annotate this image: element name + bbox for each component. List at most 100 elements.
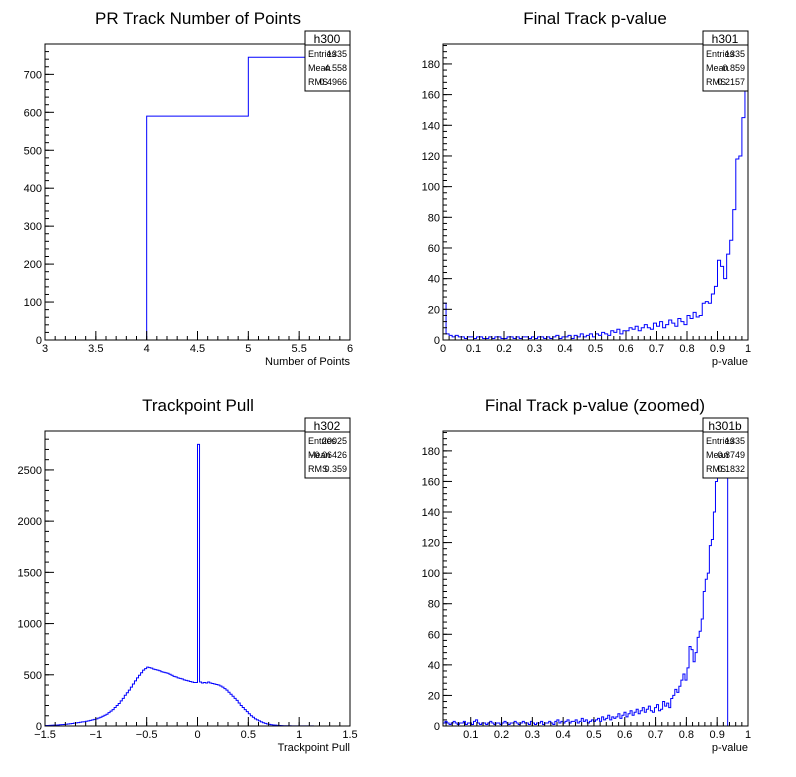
chart-title: Trackpoint Pull xyxy=(142,396,254,415)
y-tick-label: 600 xyxy=(24,107,42,119)
y-tick-label: 120 xyxy=(422,151,440,163)
stats-value-rms: 0.2157 xyxy=(717,77,745,87)
x-tick-label: 0 xyxy=(194,729,200,741)
histogram-line xyxy=(442,86,749,340)
y-tick-label: 180 xyxy=(422,446,440,458)
chart-title: Final Track p-value xyxy=(523,9,667,28)
y-tick-label: 80 xyxy=(428,212,440,224)
x-tick-label: 6 xyxy=(347,343,353,355)
y-tick-label: 500 xyxy=(24,145,42,157)
y-tick-label: 160 xyxy=(422,476,440,488)
y-tick-label: 40 xyxy=(428,274,440,286)
x-tick-label: 0.4 xyxy=(557,343,572,355)
y-tick-label: 0 xyxy=(434,721,440,733)
x-tick-label: 0.5 xyxy=(588,343,603,355)
x-tick-label: 0.8 xyxy=(679,343,694,355)
x-tick-label: 5.5 xyxy=(292,343,307,355)
chart-title: Final Track p-value (zoomed) xyxy=(485,396,705,415)
stats-value-mean: 0.859 xyxy=(722,63,745,73)
x-tick-label: 0.7 xyxy=(648,729,663,741)
x-tick-label: 1 xyxy=(745,343,751,355)
stats-value-entries: 1335 xyxy=(725,49,745,59)
stats-histogram-name: h301b xyxy=(708,419,742,433)
panel-final-track-p-value: Final Track p-value p-value 0 20 40 60 80 1 0 0… xyxy=(422,9,751,368)
y-tick-label: 140 xyxy=(422,507,440,519)
x-tick-label: 0.5 xyxy=(241,729,256,741)
stats-key-mean: Mean xyxy=(706,450,729,460)
stats-key-rms: RMS xyxy=(706,77,726,87)
stats-box-frame xyxy=(304,30,351,92)
stats-value-mean: 4.558 xyxy=(324,63,347,73)
y-tick-label: 180 xyxy=(422,59,440,71)
y-tick-label: 20 xyxy=(428,304,440,316)
stats-key-rms: RMS xyxy=(308,77,328,87)
stats-value-entries: 1335 xyxy=(327,49,347,59)
y-tick-label: 20 xyxy=(428,690,440,702)
panel-pr-track-number-of-points: PR Track Number of Points Number of Poin… xyxy=(24,9,353,368)
y-tick-label: 1000 xyxy=(18,619,42,631)
x-tick-label: 5 xyxy=(245,343,251,355)
x-tick-label: 4 xyxy=(144,343,150,355)
y-tick-label: 60 xyxy=(428,243,440,255)
stats-histogram-name: h301 xyxy=(712,32,739,46)
x-tick-label: 0.3 xyxy=(527,343,542,355)
chart-title: PR Track Number of Points xyxy=(95,9,301,28)
stats-value-rms: 0.4966 xyxy=(319,77,347,87)
stats-histogram-name: h300 xyxy=(314,32,341,46)
y-tick-label: 700 xyxy=(24,69,42,81)
y-tick-label: 60 xyxy=(428,629,440,641)
stats-box-frame xyxy=(702,30,749,92)
x-tick-label: 0.6 xyxy=(617,729,632,741)
stats-key-mean: Mean xyxy=(308,450,331,460)
y-tick-label: 500 xyxy=(24,670,42,682)
x-tick-label: 0.1 xyxy=(463,729,478,741)
stats-key-entries: Entries xyxy=(706,436,735,446)
x-tick-label: 0 xyxy=(440,343,446,355)
x-tick-label: 0.9 xyxy=(710,729,725,741)
x-tick-label: 0.6 xyxy=(618,343,633,355)
stats-value-mean: 0.8749 xyxy=(717,450,745,460)
panel-trackpoint-pull: Trackpoint Pull Trackpoint Pull 0 500 1000… xyxy=(18,396,358,754)
x-tick-label: 3.5 xyxy=(88,343,103,355)
x-tick-label: 1.5 xyxy=(342,729,357,741)
x-tick-label: 0.7 xyxy=(649,343,664,355)
y-tick-label: 100 xyxy=(422,568,440,580)
stats-box-frame xyxy=(304,417,351,479)
x-tick-label: 4.5 xyxy=(190,343,205,355)
panel-final-track-p-value-zoomed: Final Track p-value (zoomed) p-value 0 20… xyxy=(422,396,751,754)
y-tick-label: 2000 xyxy=(18,516,42,528)
x-tick-label: −0.5 xyxy=(136,729,158,741)
x-tick-label: −1.5 xyxy=(34,729,56,741)
stats-key-entries: Entries xyxy=(308,49,337,59)
x-tick-label: 0.2 xyxy=(496,343,511,355)
stats-value-entries: 1335 xyxy=(725,436,745,446)
stats-key-rms: RMS xyxy=(308,464,328,474)
stats-histogram-name: h302 xyxy=(314,419,341,433)
stats-key-rms: RMS xyxy=(706,464,726,474)
x-tick-label: 3 xyxy=(42,343,48,355)
stats-key-mean: Mean xyxy=(706,63,729,73)
histogram-line xyxy=(44,443,350,727)
x-axis-label: p-value xyxy=(712,356,748,368)
stats-key-entries: Entries xyxy=(706,49,735,59)
x-tick-label: 0.1 xyxy=(466,343,481,355)
histogram-line xyxy=(442,432,729,726)
y-tick-label: 140 xyxy=(422,120,440,132)
stats-box: h301b Entries 1335 Mean 0.8749 RMS 0.183… xyxy=(702,417,749,479)
stats-key-entries: Entries xyxy=(308,436,337,446)
y-tick-label: 1500 xyxy=(18,567,42,579)
stats-value-rms: 0.1832 xyxy=(717,464,745,474)
stats-box: h300 Entries 1335 Mean 4.558 RMS 0.4966 xyxy=(304,30,351,92)
y-tick-label: 40 xyxy=(428,660,440,672)
stats-box: h301 Entries 1335 Mean 0.859 RMS 0.2157 xyxy=(702,30,749,92)
y-tick-label: 160 xyxy=(422,90,440,102)
plot-frame xyxy=(442,430,749,727)
y-tick-label: 300 xyxy=(24,221,42,233)
stats-value-mean: −0.06426 xyxy=(309,450,347,460)
stats-value-entries: 20025 xyxy=(322,436,347,446)
x-tick-label: 0.9 xyxy=(710,343,725,355)
y-tick-label: 0 xyxy=(434,335,440,347)
x-tick-label: 0.2 xyxy=(494,729,509,741)
